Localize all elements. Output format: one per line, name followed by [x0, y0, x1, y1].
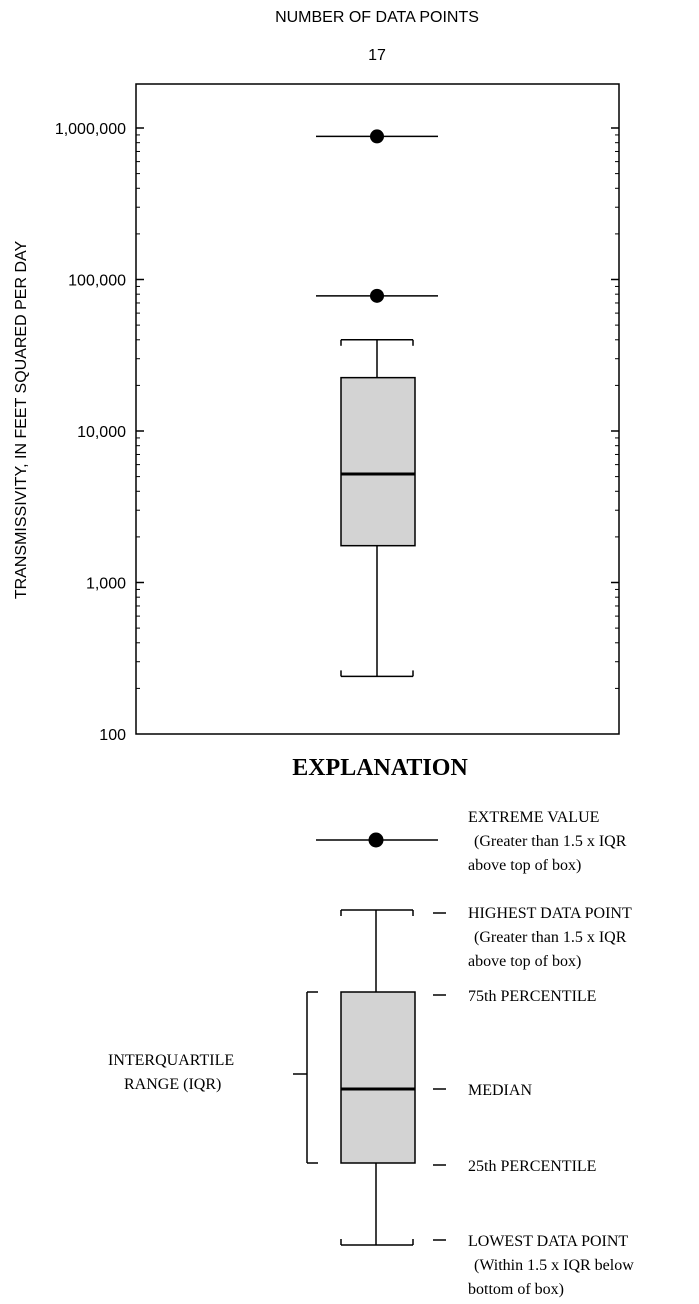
- note-highest-2: above top of box): [468, 953, 581, 970]
- label-lowest-point: LOWEST DATA POINT: [468, 1233, 628, 1250]
- label-p25: 25th PERCENTILE: [468, 1158, 596, 1175]
- note-lowest-2: bottom of box): [468, 1281, 564, 1298]
- y-tick-label: 100: [99, 727, 126, 744]
- note-extreme-2: above top of box): [468, 857, 581, 874]
- label-median: MEDIAN: [468, 1082, 532, 1099]
- y-tick-label: 10,000: [77, 424, 126, 441]
- y-tick-label: 1,000: [86, 576, 126, 593]
- extreme-value-marker: [370, 129, 384, 144]
- y-axis-title: TRANSMISSIVITY, IN FEET SQUARED PER DAY: [13, 241, 30, 600]
- y-ticks: 100 1,000 10,000 100,000 1,000,000: [55, 121, 619, 744]
- label-iqr-2: RANGE (IQR): [124, 1076, 221, 1093]
- legend-box: [340, 991, 416, 1164]
- label-extreme-value: EXTREME VALUE: [468, 809, 599, 826]
- boxplot: [316, 129, 438, 678]
- note-lowest-1: (Within 1.5 x IQR below: [474, 1257, 634, 1274]
- extreme-value-marker: [370, 288, 384, 303]
- plot-frame: [135, 83, 620, 735]
- data-count: 17: [368, 47, 386, 64]
- note-highest-1: (Greater than 1.5 x IQR: [474, 929, 627, 946]
- label-p75: 75th PERCENTILE: [468, 988, 596, 1005]
- legend-boxplot: [293, 832, 446, 1246]
- header-label: NUMBER OF DATA POINTS: [275, 9, 479, 26]
- iqr-box: [340, 376, 416, 547]
- note-extreme-1: (Greater than 1.5 x IQR: [474, 833, 627, 850]
- y-tick-label: 100,000: [68, 273, 126, 290]
- explanation-title: EXPLANATION: [292, 755, 468, 781]
- label-highest-point: HIGHEST DATA POINT: [468, 905, 632, 922]
- label-iqr-1: INTERQUARTILE: [108, 1052, 234, 1069]
- y-tick-label: 1,000,000: [55, 121, 126, 138]
- legend-extreme-marker: [368, 832, 384, 848]
